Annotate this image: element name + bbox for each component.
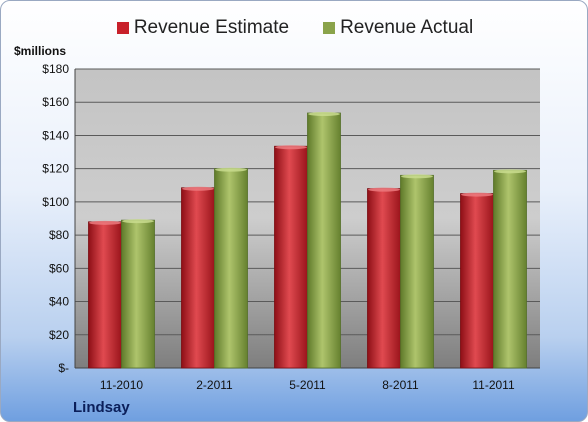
bar-top-highlight bbox=[89, 220, 121, 225]
bar-top-highlight bbox=[368, 187, 400, 192]
bar-top-highlight bbox=[122, 219, 154, 224]
y-tick-label: $40 bbox=[49, 295, 69, 309]
company-name: Lindsay bbox=[73, 399, 130, 416]
legend-label-estimate: Revenue Estimate bbox=[133, 17, 290, 38]
bar-top-highlight bbox=[182, 186, 214, 191]
y-tick-label: $120 bbox=[42, 162, 69, 176]
x-tick-label: 11-2011 bbox=[472, 378, 515, 392]
bar-actual bbox=[400, 174, 434, 369]
y-tick-label: $- bbox=[58, 361, 69, 375]
y-tick-label: $140 bbox=[42, 128, 69, 142]
legend-swatch-actual bbox=[323, 22, 336, 34]
bar-top-highlight bbox=[215, 167, 247, 172]
bar-actual bbox=[307, 112, 341, 369]
y-unit-label: $millions bbox=[14, 44, 67, 58]
y-tick-label: $20 bbox=[49, 328, 69, 342]
bar-actual bbox=[214, 168, 248, 369]
bar-actual bbox=[493, 169, 527, 369]
x-tick-label: 2-2011 bbox=[196, 378, 233, 392]
bar-estimate bbox=[274, 145, 308, 369]
y-tick-label: $60 bbox=[49, 261, 69, 275]
bar-actual bbox=[121, 219, 155, 369]
x-tick-label: 5-2011 bbox=[289, 378, 326, 392]
legend-swatch-estimate bbox=[116, 22, 129, 34]
bar-estimate bbox=[88, 221, 122, 369]
legend-item-actual: Revenue Actual bbox=[323, 17, 473, 39]
bar-top-highlight bbox=[494, 169, 526, 174]
bar-top-highlight bbox=[461, 192, 493, 197]
x-tick-label: 11-2010 bbox=[100, 378, 143, 392]
y-tick-label: $160 bbox=[42, 95, 69, 109]
legend-label-actual: Revenue Actual bbox=[340, 17, 474, 38]
y-tick-label: $180 bbox=[42, 62, 69, 76]
bar-estimate bbox=[181, 187, 215, 369]
bar-top-highlight bbox=[401, 174, 433, 179]
bar-top-highlight bbox=[308, 112, 340, 117]
bar-top-highlight bbox=[275, 145, 307, 150]
y-tick-label: $100 bbox=[42, 195, 69, 209]
y-tick-label: $80 bbox=[49, 228, 69, 242]
legend-item-estimate: Revenue Estimate bbox=[116, 17, 290, 39]
bar-estimate bbox=[460, 193, 494, 369]
x-tick-label: 8-2011 bbox=[382, 378, 419, 392]
bar-estimate bbox=[367, 188, 401, 369]
legend: Revenue Estimate Revenue Actual bbox=[1, 17, 587, 39]
